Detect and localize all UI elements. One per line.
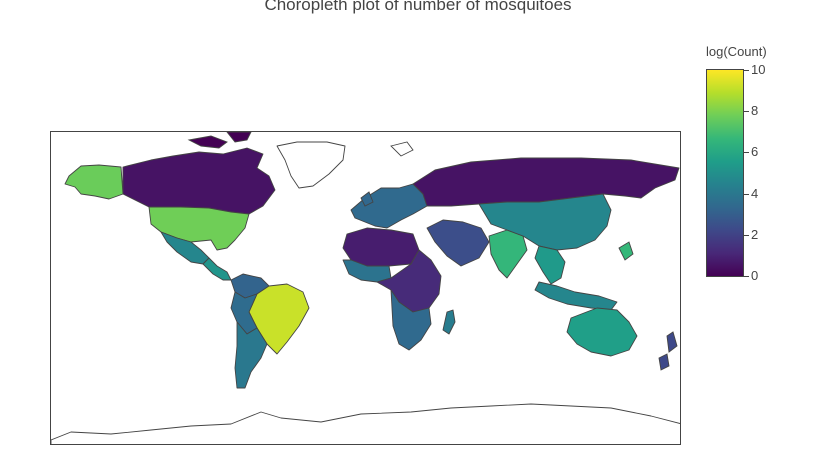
- region-greenland[interactable]: Greenland: [276, 141, 346, 189]
- region-australia[interactable]: Australia: [566, 307, 638, 357]
- region-madagascar[interactable]: Madagascar: [442, 309, 456, 335]
- region-china[interactable]: China: [478, 193, 612, 251]
- colorbar-tick-label: 6: [751, 144, 759, 160]
- region-southeast-asia[interactable]: Southeast Asia: [534, 245, 566, 285]
- region-india[interactable]: India: [488, 229, 528, 279]
- colorbar-ticks: 0 2 4 6 8 10: [744, 62, 784, 283]
- colorbar-title: log(Count): [706, 44, 767, 59]
- colorbar-tick-label: 8: [751, 103, 759, 119]
- region-united-states[interactable]: United States: [148, 206, 250, 251]
- chart-title: Choropleth plot of number of mosquitoes: [264, 0, 572, 14]
- region-canada[interactable]: Canada: [122, 147, 276, 215]
- colorbar-tick-mark: [744, 70, 749, 71]
- colorbar-tick-label: 0: [751, 268, 759, 283]
- region-alaska[interactable]: Alaska: [64, 164, 124, 200]
- colorbar-tick-mark: [744, 234, 749, 236]
- region-central-america[interactable]: Central America: [202, 257, 232, 281]
- colorbar-gradient: [706, 69, 744, 277]
- region-indonesia[interactable]: Indonesia: [534, 281, 618, 311]
- region-antarctica[interactable]: Antarctica: [51, 403, 681, 445]
- world-map[interactable]: Alaska Canada Greenland United States Me…: [51, 132, 681, 445]
- colorbar-tick-label: 4: [751, 185, 759, 201]
- region-argentina-chile[interactable]: Argentina / Chile: [234, 321, 268, 389]
- colorbar-tick-mark: [744, 276, 749, 277]
- coastline-fragments: [187, 132, 678, 371]
- colorbar-tick-mark: [744, 193, 749, 195]
- region-europe[interactable]: Europe: [350, 183, 428, 229]
- colorbar-tick-label: 10: [751, 62, 766, 77]
- colorbar-tick-label: 2: [751, 226, 759, 242]
- region-russia[interactable]: Russia: [412, 157, 680, 207]
- region-southern-africa[interactable]: Southern Africa: [390, 289, 432, 351]
- region-north-africa[interactable]: North Africa: [342, 227, 420, 267]
- colorbar-tick-mark: [744, 152, 749, 154]
- map-frame[interactable]: Alaska Canada Greenland United States Me…: [50, 131, 681, 445]
- region-middle-east[interactable]: Middle East: [426, 219, 490, 267]
- colorbar-tick-mark: [744, 111, 749, 113]
